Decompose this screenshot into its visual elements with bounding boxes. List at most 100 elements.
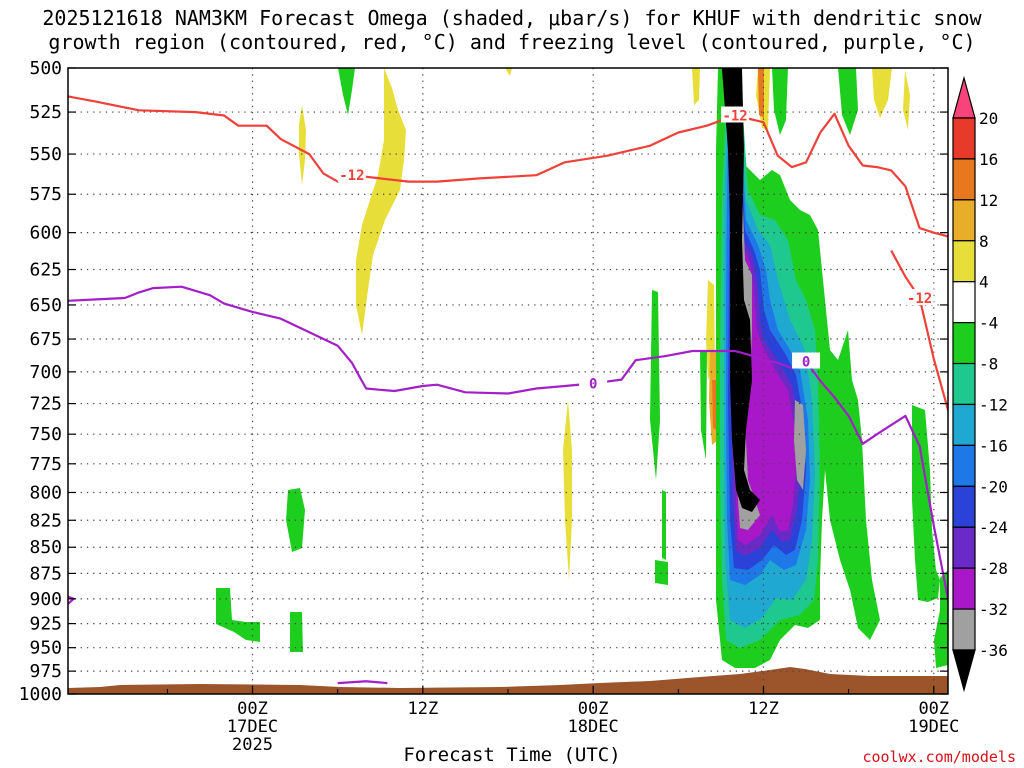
omega-positive-patch xyxy=(712,380,717,430)
omega-negative-patch xyxy=(722,68,760,512)
omega-positive-patch xyxy=(872,68,892,118)
omega-negative-patch xyxy=(700,350,707,460)
colorbar-label: -20 xyxy=(979,477,1008,496)
omega-positive-patch xyxy=(505,68,512,76)
omega-negative-patch xyxy=(662,490,666,560)
x-tick-label: 19DEC xyxy=(908,717,959,737)
omega-negative-patch xyxy=(912,405,940,602)
x-tick-label: 00Z xyxy=(237,699,268,719)
omega-negative-patch xyxy=(934,570,948,668)
y-tick-label: 975 xyxy=(29,661,62,682)
freezing-level-contour-label: 0 xyxy=(802,354,810,370)
dgz-top-contour-label: -12 xyxy=(339,168,364,184)
y-tick-label: 750 xyxy=(29,424,62,445)
dgz-top-contour-label-bg xyxy=(721,106,750,123)
y-tick-label: 550 xyxy=(29,144,62,165)
y-tick-label: 800 xyxy=(29,482,62,503)
colorbar-swatch xyxy=(952,444,976,487)
freezing-level-contour-label-bg xyxy=(792,352,821,369)
y-tick-label: 850 xyxy=(29,537,62,558)
colorbar-label: -28 xyxy=(979,559,1008,578)
omega-negative-patch xyxy=(772,68,788,135)
y-tick-label: 900 xyxy=(29,589,62,610)
omega-negative-patch xyxy=(734,150,796,545)
colorbar-swatch xyxy=(952,240,976,283)
colorbar-swatch xyxy=(952,158,976,201)
colorbar-label: -36 xyxy=(979,641,1008,660)
colorbar-swatch xyxy=(952,485,976,528)
y-tick-label: 875 xyxy=(29,563,62,584)
omega-negative-patch xyxy=(338,68,355,115)
dgz-top-contour-label: -12 xyxy=(722,108,747,124)
y-tick-label: 825 xyxy=(29,510,62,531)
y-tick-label: 625 xyxy=(29,260,62,281)
y-tick-label: 675 xyxy=(29,329,62,350)
x-tick-label: 00Z xyxy=(918,699,949,719)
colorbar-label: -4 xyxy=(979,314,998,333)
omega-negative-patch xyxy=(650,290,660,480)
dgz-bottom-contour-label-bg xyxy=(905,288,934,305)
omega-negative-patch xyxy=(794,400,806,490)
x-axis-title: Forecast Time (UTC) xyxy=(403,744,621,766)
omega-shading xyxy=(216,68,948,668)
colorbar-label: -8 xyxy=(979,355,998,374)
x-tick-label: 12Z xyxy=(748,699,779,719)
y-tick-label: 725 xyxy=(29,394,62,415)
omega-negative-patch xyxy=(216,588,260,642)
y-tick-label: 575 xyxy=(29,184,62,205)
colorbar-top-triangle xyxy=(952,75,976,119)
colorbar-label: -24 xyxy=(979,518,1008,537)
dgz-bottom-contour-label: -12 xyxy=(907,291,932,307)
freezing-level-contour-label-bg xyxy=(579,374,608,391)
x-tick-label: 18DEC xyxy=(568,717,619,737)
dgz-top-contour-label-bg xyxy=(337,166,366,183)
x-tick-label: 00Z xyxy=(578,699,609,719)
colorbar: 20 16 12 8 4 -4 -8 -12 -16 -20 -24 -28 -32 -36 xyxy=(952,75,1008,693)
omega-negative-patch xyxy=(655,560,668,585)
omega-negative-patch xyxy=(838,68,858,135)
omega-positive-patch xyxy=(356,68,406,335)
y-tick-label: 775 xyxy=(29,454,62,475)
omega-positive-patch xyxy=(692,68,700,105)
dgz-top-contour xyxy=(68,95,948,238)
y-tick-label: 525 xyxy=(29,102,62,123)
colorbar-swatch xyxy=(952,567,976,610)
colorbar-label: -32 xyxy=(979,600,1008,619)
chart-title-line-2: growth region (contoured, red, °C) and f… xyxy=(48,30,976,54)
colorbar-label: -12 xyxy=(979,395,1008,414)
colorbar-label: 20 xyxy=(979,109,998,128)
y-axis: 500 525 550 575 600 625 650 675 700 725 750 775 800 8… xyxy=(19,58,948,705)
freezing-level-contour xyxy=(337,680,388,685)
colorbar-swatch xyxy=(952,362,976,406)
credit-text: coolwx.com/models xyxy=(862,748,1016,766)
colorbar-label: 4 xyxy=(979,273,989,292)
y-tick-label: 700 xyxy=(29,362,62,383)
freezing-level-contour-label: 0 xyxy=(589,376,597,392)
colorbar-bottom-triangle xyxy=(952,649,976,693)
chart-title-line-1: 2025121618 NAM3KM Forecast Omega (shaded… xyxy=(42,6,982,30)
x-tick-label: 17DEC xyxy=(227,717,278,737)
x-tick-label: 12Z xyxy=(407,699,438,719)
colorbar-swatch xyxy=(952,199,976,242)
freezing-level-contour xyxy=(68,595,76,605)
colorbar-label: -16 xyxy=(979,436,1008,455)
y-tick-label: 600 xyxy=(29,223,62,244)
omega-positive-patch xyxy=(299,105,306,185)
colorbar-swatch xyxy=(952,117,976,160)
omega-positive-patch xyxy=(903,70,910,130)
x-tick-label: 2025 xyxy=(232,735,273,755)
colorbar-swatch xyxy=(952,608,976,651)
colorbar-label: 16 xyxy=(979,150,998,169)
y-tick-label: 500 xyxy=(29,58,62,79)
y-tick-label: 650 xyxy=(29,295,62,316)
omega-positive-patch xyxy=(563,400,572,580)
y-tick-label: 950 xyxy=(29,638,62,659)
colorbar-swatch xyxy=(952,281,976,324)
colorbar-label: 8 xyxy=(979,232,989,251)
dgz-bottom-contour xyxy=(890,249,948,413)
colorbar-swatch xyxy=(952,526,976,569)
colorbar-swatch xyxy=(952,322,976,365)
y-tick-label: 925 xyxy=(29,614,62,635)
